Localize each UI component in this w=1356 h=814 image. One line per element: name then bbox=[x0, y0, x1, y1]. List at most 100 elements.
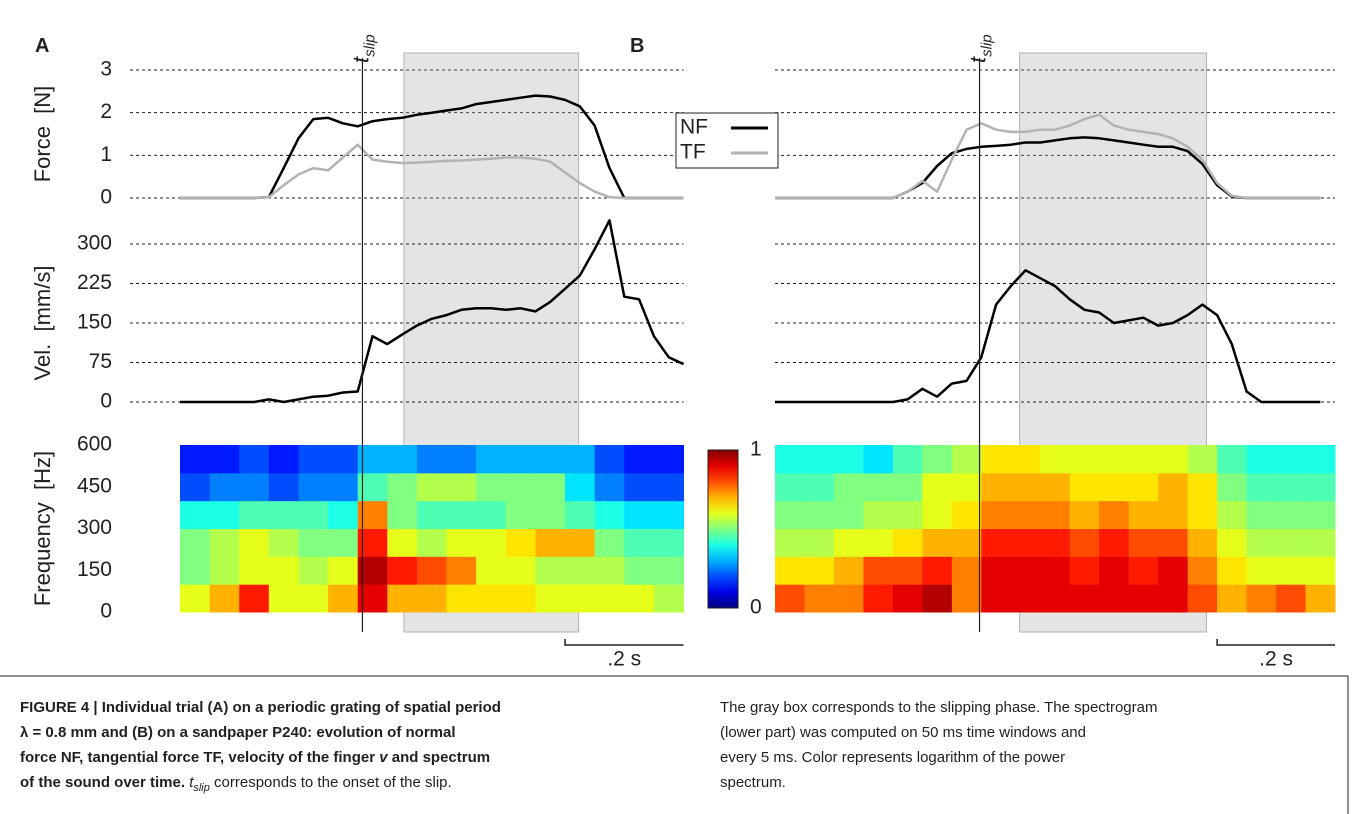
heatmap-cell bbox=[624, 528, 655, 557]
heatmap-cell bbox=[1246, 584, 1277, 613]
heatmap-cell bbox=[328, 528, 359, 557]
heatmap-cell bbox=[446, 528, 477, 557]
heatmap-cell bbox=[1040, 472, 1071, 502]
caption-text: and spectrum bbox=[388, 749, 491, 766]
heatmap-cell bbox=[565, 556, 596, 585]
heatmap-cell bbox=[981, 500, 1012, 529]
heatmap-cell bbox=[892, 528, 923, 557]
heatmap-cell bbox=[1305, 584, 1336, 613]
heatmap-cell bbox=[1010, 500, 1041, 529]
heatmap-cell bbox=[1246, 500, 1277, 529]
y-tick-label: 225 bbox=[77, 271, 112, 294]
data-line bbox=[775, 113, 1321, 200]
heatmap-cell bbox=[833, 556, 864, 585]
heatmap-cell bbox=[1069, 445, 1100, 474]
heatmap-cell bbox=[1217, 445, 1248, 474]
heatmap-cell bbox=[387, 556, 418, 585]
heatmap-cell bbox=[1069, 584, 1100, 613]
heatmap-cell bbox=[624, 472, 655, 502]
y-tick-label: 0 bbox=[100, 600, 112, 623]
heatmap-cell bbox=[416, 556, 448, 585]
heatmap-cell bbox=[1099, 528, 1130, 557]
heatmap-cell bbox=[1217, 472, 1248, 502]
data-line bbox=[775, 269, 1321, 404]
heatmap-cell bbox=[387, 528, 418, 557]
heatmap-cell bbox=[1246, 528, 1277, 557]
heatmap-cell bbox=[624, 500, 655, 529]
heatmap-cell bbox=[833, 472, 864, 502]
heatmap-cell bbox=[951, 556, 982, 585]
tslip-label-sub: slip bbox=[979, 34, 996, 57]
heatmap-cell bbox=[1128, 500, 1159, 529]
tslip-label: tslip bbox=[348, 34, 378, 63]
heatmap-cell bbox=[804, 584, 835, 613]
heatmap-cell bbox=[535, 584, 566, 613]
colorbar-tick-label: 0 bbox=[750, 596, 762, 619]
caption-line: of the sound over time. tslip correspond… bbox=[20, 774, 452, 794]
heatmap-cell bbox=[1217, 500, 1248, 529]
heatmap-cell bbox=[476, 472, 507, 502]
heatmap-cell bbox=[922, 584, 953, 613]
heatmap-cell bbox=[594, 500, 625, 529]
heatmap-cell bbox=[535, 445, 566, 474]
heatmap-cell bbox=[505, 445, 536, 474]
heatmap-cell bbox=[565, 584, 596, 613]
heatmap-cell bbox=[1069, 528, 1100, 557]
heatmap-cell bbox=[833, 500, 864, 529]
heatmap-cell bbox=[1187, 472, 1218, 502]
heatmap-cell bbox=[268, 445, 299, 474]
heatmap-cell bbox=[804, 472, 835, 502]
heatmap-cell bbox=[505, 500, 536, 529]
heatmap-cell bbox=[863, 528, 894, 557]
heatmap-cell bbox=[1010, 584, 1041, 613]
heatmap-cell bbox=[180, 445, 211, 474]
heatmap-cell bbox=[209, 445, 240, 474]
heatmap-cell bbox=[1099, 500, 1130, 529]
heatmap-cell bbox=[1217, 528, 1248, 557]
heatmap-cell bbox=[1128, 472, 1159, 502]
heatmap-cell bbox=[1276, 584, 1307, 613]
heatmap-cell bbox=[624, 445, 655, 474]
heatmap-cell bbox=[1010, 528, 1041, 557]
heatmap-cell bbox=[804, 445, 835, 474]
heatmap-cell bbox=[892, 584, 923, 613]
heatmap-cell bbox=[775, 445, 805, 474]
heatmap-cell bbox=[1187, 556, 1218, 585]
heatmap-cell bbox=[892, 556, 923, 585]
tslip-label-main: t bbox=[348, 56, 373, 63]
heatmap-cell bbox=[1305, 500, 1336, 529]
heatmap-cell bbox=[653, 472, 684, 502]
heatmap-cell bbox=[804, 556, 835, 585]
heatmap-cell bbox=[1305, 556, 1336, 585]
heatmap-cell bbox=[239, 500, 270, 529]
legend-label: TF bbox=[680, 141, 706, 164]
heatmap-cell bbox=[1158, 445, 1189, 474]
heatmap-cell bbox=[1158, 556, 1189, 585]
y-tick-label: 150 bbox=[77, 558, 112, 581]
caption-text: slip bbox=[193, 782, 210, 794]
heatmap-cell bbox=[922, 445, 953, 474]
heatmap-cell bbox=[653, 500, 684, 529]
heatmap-cell bbox=[1187, 528, 1218, 557]
heatmap-cell bbox=[624, 556, 655, 585]
caption-line: The gray box corresponds to the slipping… bbox=[720, 699, 1157, 716]
heatmap-cell bbox=[1246, 445, 1277, 474]
heatmap-cell bbox=[594, 472, 625, 502]
heatmap-cell bbox=[416, 472, 448, 502]
heatmap-cell bbox=[416, 584, 448, 613]
heatmap-cell bbox=[863, 500, 894, 529]
heatmap-cell bbox=[476, 584, 507, 613]
heatmap-cell bbox=[1246, 556, 1277, 585]
heatmap-cell bbox=[1040, 584, 1071, 613]
heatmap-cell bbox=[922, 500, 953, 529]
heatmap-cell bbox=[833, 445, 864, 474]
heatmap-cell bbox=[892, 472, 923, 502]
heatmap-cell bbox=[624, 584, 655, 613]
caption-line: spectrum. bbox=[720, 774, 786, 791]
heatmap-cell bbox=[209, 528, 240, 557]
heatmap-cell bbox=[565, 528, 596, 557]
heatmap-cell bbox=[804, 500, 835, 529]
heatmap-cell bbox=[922, 472, 953, 502]
